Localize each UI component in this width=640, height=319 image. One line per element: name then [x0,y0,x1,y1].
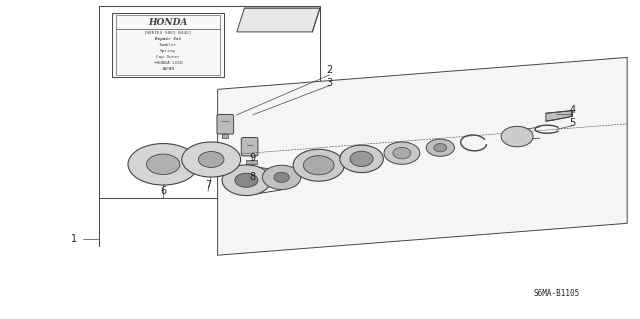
Ellipse shape [222,165,271,196]
Ellipse shape [147,154,180,174]
Bar [246,160,257,164]
Ellipse shape [293,149,344,181]
Ellipse shape [198,152,224,167]
Text: HONDA: HONDA [148,18,188,27]
Ellipse shape [235,173,258,187]
FancyBboxPatch shape [217,115,234,134]
Ellipse shape [434,144,447,152]
Text: →HONDA LOCK: →HONDA LOCK [154,61,182,65]
Ellipse shape [393,147,411,159]
Ellipse shape [426,139,454,156]
Ellipse shape [501,126,533,147]
Ellipse shape [350,151,373,167]
Text: 7: 7 [205,180,211,190]
Text: Spring: Spring [160,49,176,53]
Bar [116,15,220,75]
Polygon shape [237,8,320,32]
Text: [SERIES 5001 B442]: [SERIES 5001 B442] [145,31,191,35]
Text: Tumbler: Tumbler [159,43,177,47]
Text: 6: 6 [160,186,166,197]
Bar [112,13,224,77]
FancyBboxPatch shape [241,137,258,156]
Ellipse shape [384,142,420,164]
Text: Repair Set: Repair Set [155,37,181,41]
Text: 4: 4 [570,105,576,115]
Polygon shape [546,111,572,121]
Text: 1: 1 [70,234,77,244]
Text: 5: 5 [570,118,576,128]
Ellipse shape [303,156,334,175]
Text: S6MA-B1105: S6MA-B1105 [534,289,580,298]
Text: JAPAN: JAPAN [161,67,175,71]
Bar [222,134,228,138]
Ellipse shape [128,144,198,185]
Ellipse shape [274,172,289,182]
Text: Cap Outer: Cap Outer [156,55,180,59]
Text: 2: 2 [326,65,333,75]
Ellipse shape [262,165,301,189]
Text: 8: 8 [250,172,256,182]
Text: 3: 3 [326,78,333,88]
Bar [99,6,320,198]
Text: 9: 9 [250,153,256,163]
Ellipse shape [340,145,383,173]
Polygon shape [218,57,627,255]
Ellipse shape [182,142,241,177]
